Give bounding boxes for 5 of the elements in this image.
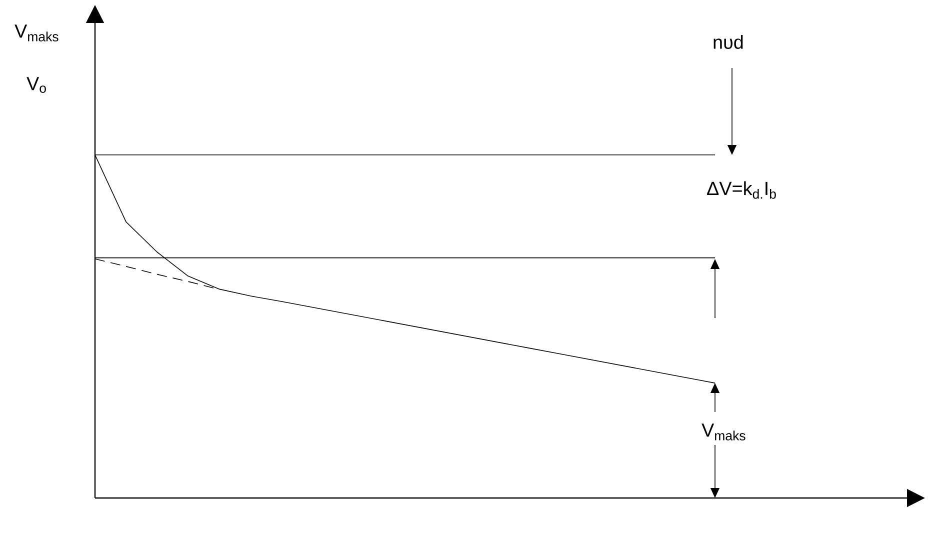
annotation: V$_{maks}$ [702,424,746,440]
text: nυd [714,35,743,49]
text: V$_{o}$ [26,77,46,93]
annotation: ΔV=k$_{d.}$I$_{b}$ [707,181,776,199]
text: V$_{maks}$ [14,24,58,42]
